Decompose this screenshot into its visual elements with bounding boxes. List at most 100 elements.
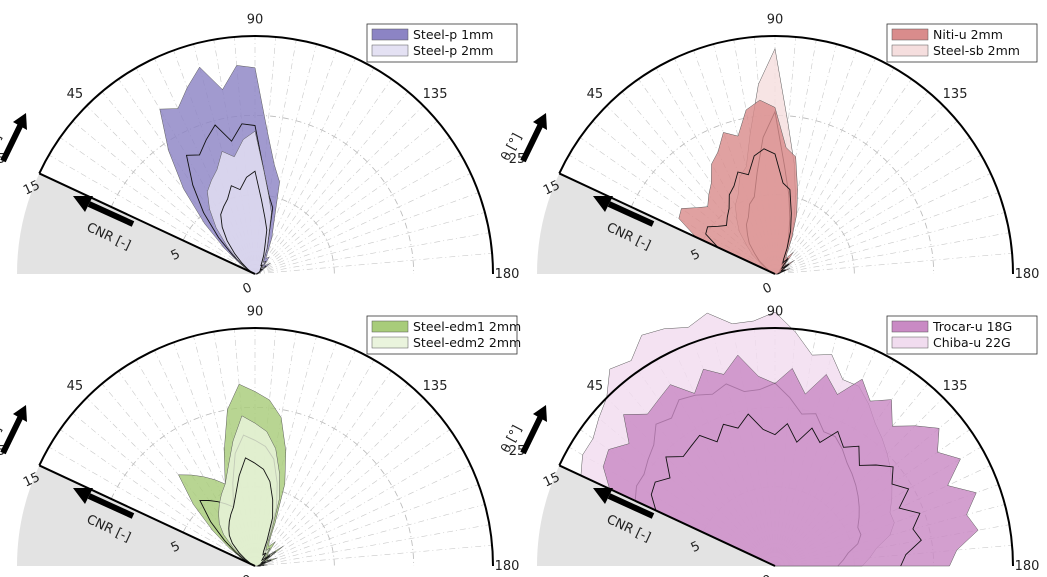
radius-tick-label: 15 <box>541 470 562 491</box>
grid-spoke <box>774 192 999 275</box>
grid-spoke <box>254 78 392 275</box>
angle-tick-label: 90 <box>767 12 784 27</box>
grid-spoke <box>774 173 991 275</box>
angle-tick-label: 180 <box>495 559 520 574</box>
radius-arrow <box>607 201 655 227</box>
legend-swatch <box>891 28 929 41</box>
series-area-1 <box>678 99 798 275</box>
grid-spoke <box>254 524 490 567</box>
angle-tick-label: 135 <box>423 379 448 394</box>
grid-spoke <box>254 429 451 567</box>
legend-swatch <box>891 320 929 333</box>
angle-tick-label: 25 <box>509 152 526 167</box>
angle-tick-label: 45 <box>67 379 84 394</box>
legend-label: Niti-u 2mm <box>933 27 1003 42</box>
legend-label: Steel-p 2mm <box>413 43 493 58</box>
radius-tick-label: 0 <box>761 572 775 577</box>
angle-tick-label: 45 <box>587 87 604 102</box>
grid-spoke <box>48 154 256 275</box>
angle-arrow-head <box>13 113 27 130</box>
grid-ring <box>110 114 415 275</box>
series-area-2 <box>207 130 272 275</box>
angle-tick-label: 90 <box>247 304 264 319</box>
grid-ring <box>110 406 415 567</box>
angle-arrow <box>0 414 24 455</box>
legend-swatch <box>371 28 409 41</box>
series-median-2 <box>220 170 268 275</box>
radial-axis <box>38 464 256 567</box>
grid-spoke <box>254 412 438 567</box>
grid-spoke <box>774 212 1005 275</box>
grid-spoke <box>774 78 912 275</box>
outer-arc <box>38 327 494 567</box>
grid-spoke <box>254 446 462 567</box>
grid-spoke <box>254 383 409 567</box>
grid-spoke <box>254 370 392 567</box>
angle-arrow <box>520 122 544 163</box>
angle-tick-label: 25 <box>509 444 526 459</box>
legend-label: Trocar-u 18G <box>932 319 1012 334</box>
legend-label: Steel-sb 2mm <box>933 43 1020 58</box>
grid-spoke <box>254 252 493 275</box>
radius-tick-label: 0 <box>241 572 255 577</box>
grid-spoke <box>254 232 490 275</box>
series-median-1 <box>650 413 922 567</box>
radius-tick-label: 15 <box>21 470 42 491</box>
angle-arrow-head <box>533 405 547 422</box>
radius-arrow <box>607 493 655 519</box>
grid-spoke <box>59 137 256 275</box>
grid-spoke <box>48 446 256 567</box>
angle-tick-label: 180 <box>495 267 520 282</box>
series-area-2 <box>218 415 280 567</box>
angle-tick-label: 45 <box>587 379 604 394</box>
grid-spoke <box>254 67 375 275</box>
legend-swatch <box>891 44 929 57</box>
radius-arrow-head <box>593 196 613 212</box>
grid-spoke <box>774 252 1013 275</box>
angle-tick-label: 180 <box>1015 559 1040 574</box>
grid-spoke <box>774 105 944 275</box>
grid-spoke <box>774 154 982 275</box>
radius-arrow <box>87 493 135 519</box>
angle-tick-label: 90 <box>247 12 264 27</box>
legend-label: Steel-edm2 2mm <box>413 335 521 350</box>
angle-arrow-head <box>533 113 547 130</box>
grid-spoke <box>774 120 958 275</box>
grid-ring <box>630 114 935 275</box>
grid-spoke <box>254 359 375 567</box>
grid-spoke <box>59 429 256 567</box>
outer-arc <box>558 327 1014 567</box>
grid-spoke <box>774 67 895 275</box>
radius-tick-label: 15 <box>21 178 42 199</box>
radial-axis <box>558 172 776 275</box>
angle-arrow <box>520 414 544 455</box>
radius-arrow-head <box>73 196 93 212</box>
grid-spoke <box>774 91 929 275</box>
legend-swatch <box>371 44 409 57</box>
grid-spoke <box>254 212 485 275</box>
grid-spoke <box>774 232 1010 275</box>
grid-spoke <box>254 544 493 567</box>
grid-spoke <box>254 105 424 275</box>
outer-arc <box>38 35 494 275</box>
series-area-1 <box>602 354 979 567</box>
legend-label: Steel-edm1 2mm <box>413 319 521 334</box>
angle-tick-label: 135 <box>943 379 968 394</box>
legend-swatch <box>371 320 409 333</box>
radial-axis <box>558 464 776 567</box>
legend-swatch <box>891 336 929 349</box>
grid-spoke <box>254 192 479 275</box>
outer-arc <box>558 35 1014 275</box>
grid-spoke <box>254 137 451 275</box>
grid-spoke <box>254 465 471 567</box>
grid-spoke <box>774 137 971 275</box>
radius-tick-label: 0 <box>761 280 775 297</box>
grid-spoke <box>254 173 471 275</box>
angle-tick-label: 135 <box>423 87 448 102</box>
